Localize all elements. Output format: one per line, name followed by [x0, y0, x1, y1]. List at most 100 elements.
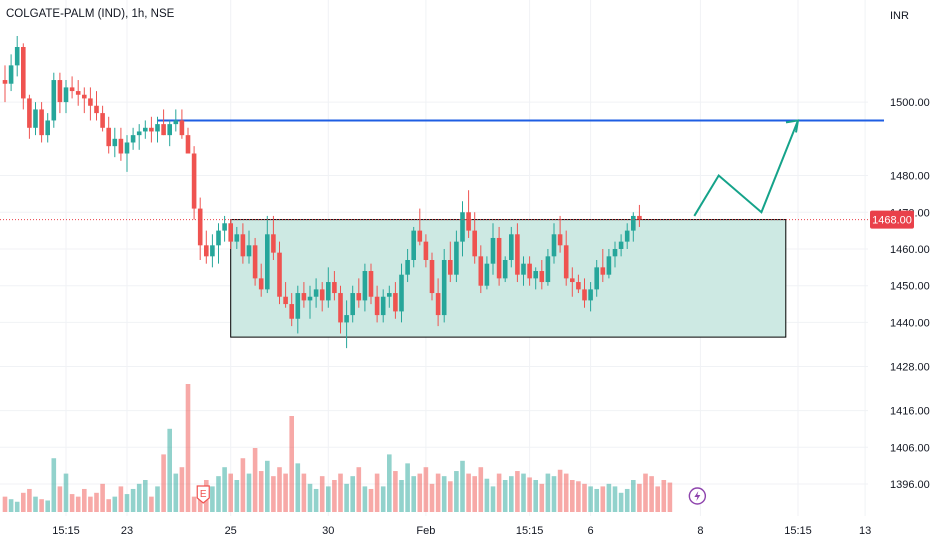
volume-bar: [130, 488, 136, 512]
volume-bar: [460, 460, 465, 512]
volume-bar: [405, 463, 410, 512]
volume-bar: [75, 496, 81, 512]
candle-body: [45, 120, 50, 136]
range-rectangle: [230, 219, 787, 338]
x-tick-label: Feb: [416, 525, 435, 537]
candle-body: [2, 80, 8, 84]
volume-bar: [124, 494, 130, 512]
candle-body: [521, 263, 526, 275]
candle-body: [338, 293, 343, 323]
volume-bar: [490, 486, 496, 512]
volume-bar: [155, 486, 160, 512]
volume-bar: [57, 486, 63, 512]
volume-bar: [368, 488, 374, 512]
y-tick-label: 1450.00: [890, 281, 930, 293]
candle-body: [588, 289, 593, 301]
candle-body: [460, 212, 465, 242]
x-tick-label: 6: [588, 525, 594, 537]
volume-bar: [472, 476, 477, 512]
candle-body: [118, 138, 124, 154]
volume-bar: [521, 473, 526, 512]
volume-bar: [618, 492, 624, 512]
candle-body: [563, 245, 569, 279]
volume-bar: [667, 482, 673, 512]
candle-body: [399, 274, 404, 312]
candle-body: [405, 260, 410, 275]
candle-body: [539, 271, 545, 283]
range-box[interactable]: [230, 219, 787, 338]
candle-body: [301, 293, 307, 301]
candle-body: [496, 237, 502, 279]
candle-body: [136, 131, 142, 136]
volume-bar: [350, 476, 355, 512]
candle-body: [307, 296, 313, 301]
candle-body: [216, 230, 221, 246]
volume-bar: [643, 473, 648, 512]
candle-body: [33, 109, 38, 128]
exchange-label: NSE: [150, 8, 175, 20]
candle-body: [478, 256, 484, 286]
earnings-marker-letter: E: [200, 489, 207, 500]
candle-body: [624, 230, 630, 242]
y-tick-label: 1500.00: [890, 97, 930, 109]
volume-bar: [63, 473, 69, 512]
volume-bar: [570, 480, 575, 512]
candle-body: [570, 278, 575, 283]
title-separator: ,: [144, 8, 151, 20]
candle-body: [368, 271, 374, 297]
volume-bar: [515, 471, 520, 512]
earnings-marker-icon: [196, 485, 210, 504]
volume-bar: [191, 496, 197, 512]
candle-body: [82, 94, 87, 99]
candle-body: [277, 252, 282, 297]
currency-label: INR: [890, 10, 909, 22]
x-tick-label: 13: [859, 525, 871, 537]
volume-bar: [295, 463, 301, 512]
candle-body: [551, 234, 557, 257]
volume-bar: [283, 473, 288, 512]
x-tick-label: 8: [697, 525, 703, 537]
candles: [2, 35, 642, 349]
candle-body: [27, 98, 32, 128]
volume-bar: [576, 481, 581, 512]
event-markers[interactable]: E: [196, 485, 707, 505]
volume-bar: [185, 384, 191, 512]
time-axis[interactable]: 15:15 23 25 30 Feb 15:15 6 8 15:15 13: [52, 525, 871, 537]
volume-bar: [563, 473, 569, 512]
projection-arrow[interactable]: [693, 119, 800, 217]
volume-bar: [258, 471, 264, 512]
volume-bar: [448, 481, 453, 512]
volume-bar: [289, 416, 294, 512]
candle-body: [637, 215, 642, 220]
volume-bar: [545, 473, 551, 512]
volume-bar: [649, 476, 654, 512]
candle-body: [252, 245, 258, 279]
volume-bar: [100, 483, 105, 512]
volume-bar: [307, 483, 313, 512]
candle-body: [222, 223, 227, 231]
volume-bar: [161, 454, 166, 512]
candle-body: [527, 263, 532, 279]
candle-body: [173, 120, 179, 125]
volume-bar: [429, 483, 435, 512]
candle-body: [490, 237, 496, 264]
candle-body: [283, 296, 288, 305]
candle-body: [204, 245, 209, 257]
volume-bar: [69, 494, 75, 512]
volume-bar: [661, 480, 667, 512]
candle-body: [618, 241, 624, 249]
volume-bar: [27, 488, 32, 512]
volume-bar: [112, 496, 118, 512]
price-axis[interactable]: 1500.001480.001470.001460.001450.001440.…: [870, 97, 930, 491]
volume-bar: [557, 469, 563, 512]
volume-bar: [45, 500, 50, 512]
x-tick-label: 23: [121, 525, 133, 537]
volume-bar: [387, 454, 392, 512]
x-tick-label: 30: [322, 525, 334, 537]
volume-bar: [631, 480, 636, 512]
candle-body: [509, 234, 514, 260]
candle-body: [39, 109, 44, 136]
volume-bar: [655, 486, 660, 512]
volume-bar: [222, 467, 227, 512]
